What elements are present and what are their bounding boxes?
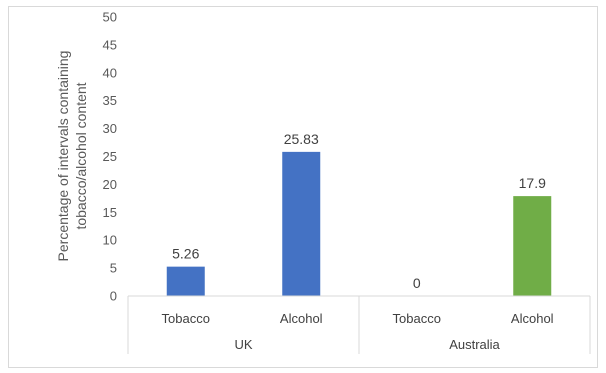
y-axis-title-line-2: tobacco/alcohol content	[73, 82, 89, 229]
y-tick-label: 10	[103, 233, 117, 248]
y-tick-label: 50	[103, 10, 117, 25]
y-tick-label: 20	[103, 177, 117, 192]
bar-uk-tobacco	[166, 266, 205, 296]
y-tick-label: 5	[110, 261, 117, 276]
bar-australia-alcohol	[513, 196, 552, 296]
category-label: Alcohol	[280, 311, 323, 326]
data-label: 25.83	[284, 131, 319, 147]
bar-uk-alcohol	[282, 151, 321, 296]
y-tick-label: 45	[103, 37, 117, 52]
y-axis-tick-labels: 0 5 10 15 20 25 30 35 40 45 50	[103, 10, 117, 304]
category-label: Tobacco	[162, 311, 210, 326]
y-axis-title-line-1: Percentage of intervals containing	[55, 51, 71, 262]
data-label: 0	[413, 275, 421, 291]
group-label: Australia	[449, 337, 500, 352]
data-label: 17.9	[519, 175, 546, 191]
group-label: UK	[234, 337, 252, 352]
y-tick-label: 25	[103, 149, 117, 164]
y-tick-label: 30	[103, 121, 117, 136]
category-label: Alcohol	[511, 311, 554, 326]
bars	[166, 151, 552, 296]
category-axis	[127, 295, 591, 354]
category-labels: Tobacco Alcohol UK Tobacco Alcohol Australia	[162, 311, 554, 352]
data-labels: 5.26 25.83 0 17.9	[172, 131, 546, 291]
data-label: 5.26	[172, 246, 199, 262]
y-tick-label: 15	[103, 205, 117, 220]
category-label: Tobacco	[393, 311, 441, 326]
y-tick-label: 40	[103, 65, 117, 80]
y-tick-label: 35	[103, 93, 117, 108]
y-tick-label: 0	[110, 289, 117, 304]
